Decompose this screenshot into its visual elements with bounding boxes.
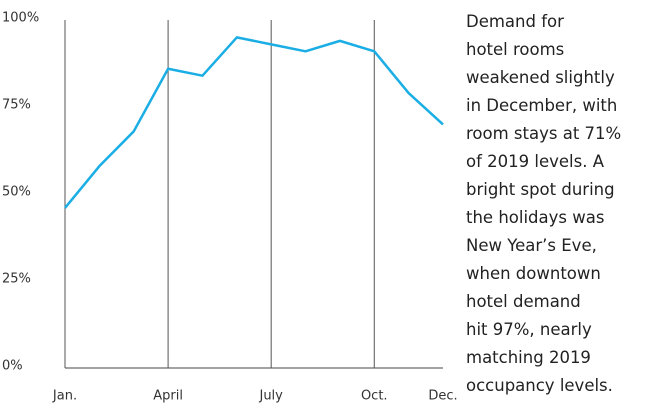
annotation-line: New Year’s Eve,	[466, 236, 597, 255]
x-tick-label: April	[153, 389, 183, 404]
annotation-line: room stays at 71%	[466, 124, 622, 143]
annotation-line: weakened slightly	[466, 68, 615, 87]
y-tick-label: 50%	[2, 185, 31, 200]
annotation-line: matching 2019	[466, 348, 591, 367]
annotation-line: occupancy levels.	[466, 376, 613, 395]
y-tick-label: 100%	[2, 11, 39, 26]
annotation-line: hotel rooms	[466, 40, 565, 59]
annotation-line: hotel demand	[466, 292, 581, 311]
x-tick-label: July	[258, 389, 283, 404]
y-tick-label: 75%	[2, 98, 31, 113]
x-tick-label: Oct.	[361, 389, 388, 404]
annotation: Demand for hotel rooms weakened slightly in…	[466, 8, 668, 400]
x-tick-label: Dec.	[428, 389, 457, 404]
annotation-line: of 2019 levels. A	[466, 152, 604, 171]
annotation-line: hit 97%, nearly	[466, 320, 592, 339]
annotation-line: the holidays was	[466, 208, 605, 227]
y-tick-label: 25%	[2, 272, 31, 287]
y-tick-label: 0%	[2, 359, 23, 374]
annotation-line: bright spot during	[466, 180, 615, 199]
annotation-line: when downtown	[466, 264, 601, 283]
x-tick-label: Jan.	[52, 389, 77, 404]
annotation-line: Demand for	[466, 12, 564, 31]
line	[64, 36, 444, 209]
annotation-line: in December, with	[466, 96, 618, 115]
